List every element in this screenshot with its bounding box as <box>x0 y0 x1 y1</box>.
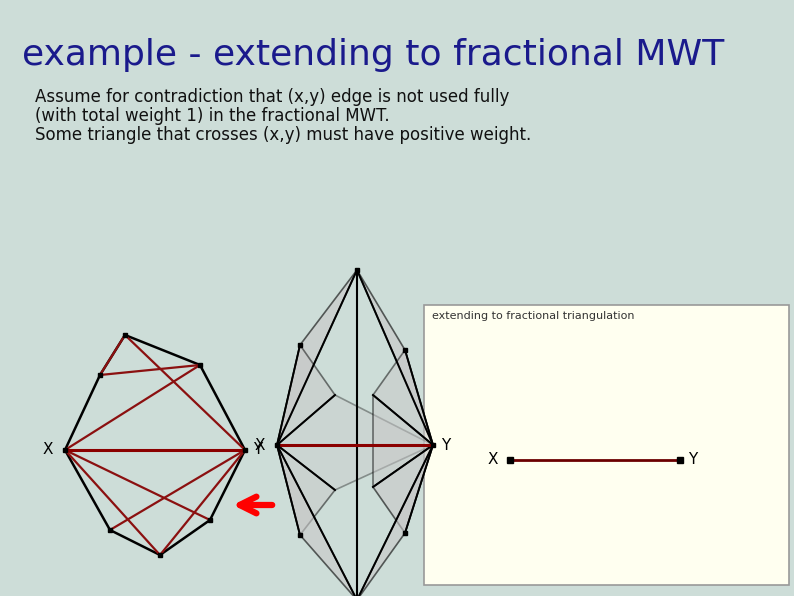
Polygon shape <box>373 350 433 445</box>
Text: Assume for contradiction that (x,y) edge is not used fully: Assume for contradiction that (x,y) edge… <box>35 88 510 106</box>
Polygon shape <box>373 445 433 533</box>
Polygon shape <box>277 445 335 535</box>
Polygon shape <box>357 270 433 445</box>
Polygon shape <box>277 445 357 596</box>
Text: X: X <box>255 437 265 452</box>
Text: extending to fractional triangulation: extending to fractional triangulation <box>432 311 634 321</box>
Polygon shape <box>373 395 433 487</box>
Text: Y: Y <box>253 442 262 458</box>
Text: X: X <box>488 452 498 467</box>
Polygon shape <box>277 445 433 490</box>
Polygon shape <box>277 345 335 445</box>
Text: Some triangle that crosses (x,y) must have positive weight.: Some triangle that crosses (x,y) must ha… <box>35 126 531 144</box>
Polygon shape <box>357 445 433 596</box>
Text: example - extending to fractional MWT: example - extending to fractional MWT <box>22 38 724 72</box>
Bar <box>424 305 789 585</box>
Text: Y: Y <box>688 452 697 467</box>
Text: X: X <box>43 442 53 458</box>
Text: Y: Y <box>441 437 450 452</box>
Polygon shape <box>277 395 433 445</box>
Polygon shape <box>277 270 357 445</box>
Text: (with total weight 1) in the fractional MWT.: (with total weight 1) in the fractional … <box>35 107 390 125</box>
